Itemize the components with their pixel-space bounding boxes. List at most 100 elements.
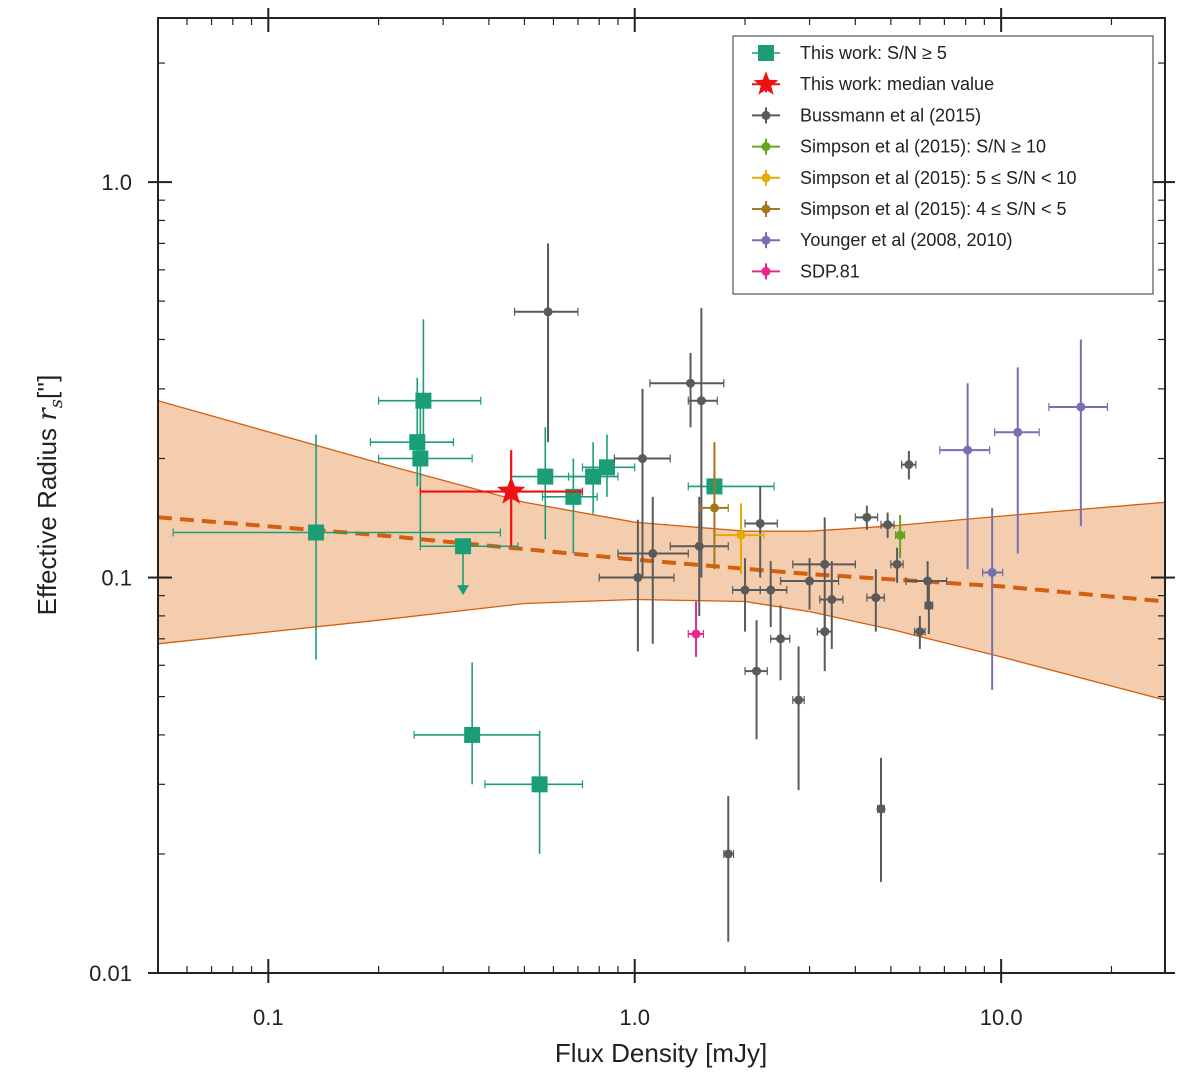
data-point [883, 520, 893, 530]
y-tick-label: 1.0 [101, 170, 132, 195]
legend-marker [761, 110, 771, 120]
data-point [827, 595, 837, 605]
data-point [696, 396, 706, 406]
fit-line [158, 515, 1165, 604]
data-point [537, 468, 554, 485]
data-point [308, 524, 325, 541]
data-point [723, 849, 733, 859]
x-axis-label: Flux Density [mJy] [555, 1038, 767, 1068]
legend-marker [758, 45, 774, 61]
fit-band-upper-edge [158, 400, 1165, 532]
legend-label: SDP.81 [800, 261, 860, 281]
legend-marker [761, 142, 771, 152]
legend-label: Simpson et al (2015): 4 ≤ S/N < 5 [800, 199, 1067, 219]
data-point [415, 392, 432, 409]
data-point [904, 460, 914, 470]
points-layer [172, 243, 1109, 942]
data-point [637, 454, 647, 464]
x-tick-label: 10.0 [980, 1005, 1023, 1030]
legend-entry-2: Bussmann et al (2015) [752, 105, 981, 125]
series-1 [419, 450, 584, 547]
legend-box [732, 35, 1154, 295]
data-point [740, 585, 750, 595]
data-point [496, 476, 526, 504]
y-axis-label-math: r [33, 407, 63, 421]
data-point [776, 634, 786, 644]
series-6 [939, 339, 1109, 690]
data-point [862, 512, 872, 522]
data-point [585, 468, 602, 485]
plot-frame [157, 17, 1166, 974]
data-point [895, 530, 905, 540]
x-tick-label: 1.0 [619, 1005, 650, 1030]
data-point [915, 627, 925, 637]
legend-entry-0: This work: S/N ≥ 5 [752, 43, 947, 63]
data-point [1076, 402, 1086, 412]
data-point [709, 503, 719, 513]
data-point [736, 530, 746, 540]
legend-entry-7: SDP.81 [752, 261, 860, 281]
legend-marker [761, 173, 771, 183]
data-point [648, 549, 658, 559]
data-point [694, 541, 704, 551]
data-point [598, 459, 615, 476]
data-point [805, 576, 815, 586]
y-axis-label-sub: s [46, 399, 67, 408]
legend-label: This work: S/N ≥ 5 [800, 43, 947, 63]
fit-confidence-band [158, 400, 1165, 701]
data-point [987, 567, 997, 577]
data-point [531, 776, 548, 793]
data-point [409, 434, 426, 451]
data-point [686, 378, 696, 388]
legend-marker [761, 204, 771, 214]
y-tick-label: 0.1 [101, 566, 132, 591]
legend-label: Younger et al (2008, 2010) [800, 230, 1013, 250]
data-point [752, 666, 762, 676]
series-2 [513, 243, 948, 942]
legend-marker [761, 266, 771, 276]
y-tick-label: 0.01 [89, 961, 132, 986]
data-point [1013, 427, 1023, 437]
series-4 [713, 503, 765, 575]
data-point [923, 576, 933, 586]
data-point [543, 307, 553, 317]
legend-label: Bussmann et al (2015) [800, 105, 981, 125]
tick-labels: 0.1 1.0 10.0 0.01 0.1 1.0 [89, 170, 1022, 1030]
data-point [464, 726, 481, 743]
data-point [820, 559, 830, 569]
legend-label: Simpson et al (2015): S/N ≥ 10 [800, 137, 1046, 157]
data-point [876, 804, 886, 814]
legend-entry-1: This work: median value [752, 71, 994, 95]
data-point [794, 695, 804, 705]
data-point [871, 593, 881, 603]
data-point [963, 445, 973, 455]
legend-marker [753, 71, 779, 95]
legend-entry-5: Simpson et al (2015): 4 ≤ S/N < 5 [752, 199, 1067, 219]
y-axis-label-main: Effective Radius [32, 421, 62, 616]
legend-entry-3: Simpson et al (2015): S/N ≥ 10 [752, 137, 1046, 157]
series-7 [687, 601, 705, 657]
y-axis-label: Effective Radius rs[''] [32, 375, 67, 616]
data-point [892, 559, 902, 569]
series-3 [894, 514, 906, 559]
y-axis-label-unit: [''] [32, 375, 62, 399]
data-point [691, 629, 701, 639]
data-point [924, 600, 934, 610]
data-point [565, 488, 582, 505]
data-point [755, 518, 765, 528]
series-5 [698, 442, 729, 570]
legend: This work: S/N ≥ 5 This work: median valu… [732, 35, 1154, 295]
legend-label: Simpson et al (2015): 5 ≤ S/N < 10 [800, 168, 1077, 188]
data-point [766, 585, 776, 595]
legend-entry-4: Simpson et al (2015): 5 ≤ S/N < 10 [752, 168, 1077, 188]
legend-marker [761, 235, 771, 245]
x-tick-label: 0.1 [253, 1005, 284, 1030]
legend-label: This work: median value [800, 74, 994, 94]
data-point [412, 450, 429, 467]
data-point [455, 538, 472, 555]
data-point [633, 573, 643, 583]
legend-entry-6: Younger et al (2008, 2010) [752, 230, 1013, 250]
data-point [820, 627, 830, 637]
ticks-layer [148, 8, 1175, 983]
